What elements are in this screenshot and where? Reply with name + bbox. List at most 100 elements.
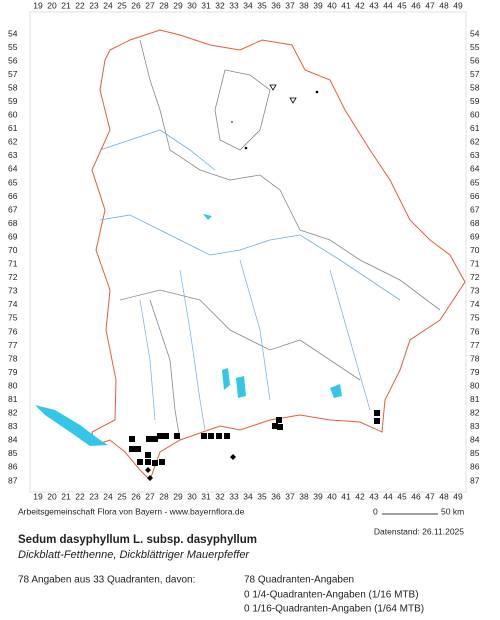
x-grid-label: 21 xyxy=(61,491,71,501)
x-grid-label: 46 xyxy=(411,491,421,501)
y-grid-label: 75 xyxy=(470,313,480,323)
x-grid-label: 33 xyxy=(229,0,239,10)
y-grid-label: 54 xyxy=(470,28,480,38)
y-grid-label: 68 xyxy=(470,218,480,228)
y-grid-label: 72 xyxy=(470,272,480,282)
y-grid-label: 82 xyxy=(8,408,18,418)
x-grid-label: 29 xyxy=(173,491,183,501)
y-grid-label: 56 xyxy=(470,55,480,65)
species-name: Sedum dasyphyllum L. subsp. dasyphyllum xyxy=(18,534,257,546)
x-grid-label: 28 xyxy=(159,491,169,501)
y-grid-label: 63 xyxy=(470,150,480,160)
y-grid-label: 79 xyxy=(8,367,18,377)
x-grid-label: 23 xyxy=(89,491,99,501)
x-grid-label: 44 xyxy=(383,0,393,10)
y-grid-label: 55 xyxy=(8,42,18,52)
records xyxy=(129,84,380,481)
x-grid-label: 47 xyxy=(425,0,435,10)
x-grid-label: 38 xyxy=(299,0,309,10)
y-grid-label: 79 xyxy=(470,367,480,377)
x-grid-label: 37 xyxy=(285,491,295,501)
x-grid-label: 21 xyxy=(61,0,71,10)
x-grid-label: 30 xyxy=(187,0,197,10)
y-grid-label: 60 xyxy=(470,110,480,120)
y-grid-label: 68 xyxy=(8,218,18,228)
y-grid-label: 85 xyxy=(470,448,480,458)
x-grid-label: 39 xyxy=(313,0,323,10)
y-grid-label: 55 xyxy=(470,42,480,52)
stats-line: 78 Quadranten-Angaben xyxy=(244,575,354,586)
x-grid-label: 26 xyxy=(131,491,141,501)
x-grid-label: 32 xyxy=(215,491,225,501)
y-grid-label: 86 xyxy=(8,462,18,472)
y-grid-label: 84 xyxy=(470,435,480,445)
credit: Arbeitsgemeinschaft Flora von Bayern - w… xyxy=(18,506,245,516)
common-names: Dickblatt-Fetthenne, Dickblättriger Maue… xyxy=(18,549,250,561)
scale-start: 0 xyxy=(373,506,378,516)
scale-end: 50 km xyxy=(441,506,464,516)
y-grid-label: 66 xyxy=(8,191,18,201)
y-grid-label: 59 xyxy=(8,96,18,106)
x-grid-label: 46 xyxy=(411,0,421,10)
x-grid-label: 19 xyxy=(33,0,43,10)
x-grid-label: 19 xyxy=(33,491,43,501)
y-grid-label: 56 xyxy=(8,55,18,65)
y-grid-label: 64 xyxy=(470,164,480,174)
y-grid-label: 62 xyxy=(470,137,480,147)
y-grid-label: 75 xyxy=(8,313,18,323)
y-grid-label: 64 xyxy=(8,164,18,174)
y-grid-label: 65 xyxy=(8,177,18,187)
y-grid-label: 73 xyxy=(8,286,18,296)
x-grid-label: 23 xyxy=(89,0,99,10)
y-grid-label: 58 xyxy=(470,82,480,92)
map-frame xyxy=(29,11,467,493)
x-grid-label: 28 xyxy=(159,0,169,10)
x-grid-label: 48 xyxy=(439,0,449,10)
y-grid-label: 81 xyxy=(8,394,18,404)
x-grid-label: 35 xyxy=(257,0,267,10)
y-grid-label: 78 xyxy=(8,353,18,363)
x-grid-label: 20 xyxy=(47,0,57,10)
y-grid-label: 61 xyxy=(470,123,480,133)
y-grid-label: 54 xyxy=(8,28,18,38)
x-grid-label: 42 xyxy=(355,491,365,501)
x-grid-label: 49 xyxy=(453,0,463,10)
y-grid-label: 60 xyxy=(8,110,18,120)
x-grid-label: 49 xyxy=(453,491,463,501)
y-grid-label: 58 xyxy=(8,82,18,92)
y-grid-label: 78 xyxy=(470,353,480,363)
y-grid-label: 57 xyxy=(8,69,18,79)
y-grid-label: 77 xyxy=(470,340,480,350)
y-grid-label: 57 xyxy=(470,69,480,79)
x-grid-label: 43 xyxy=(369,491,379,501)
y-grid-label: 72 xyxy=(8,272,18,282)
y-grid-label: 82 xyxy=(470,408,480,418)
y-grid-label: 76 xyxy=(8,326,18,336)
x-grid-label: 22 xyxy=(75,491,85,501)
x-grid-label: 39 xyxy=(313,491,323,501)
y-grid-label: 76 xyxy=(470,326,480,336)
x-grid-label: 43 xyxy=(369,0,379,10)
y-grid-label: 73 xyxy=(470,286,480,296)
x-grid-label: 42 xyxy=(355,0,365,10)
y-grid-label: 62 xyxy=(8,137,18,147)
y-grid-label: 84 xyxy=(8,435,18,445)
grid-labels: 19 19 20 20 21 21 22 22 23 23 24 24 25 25 26 26 27 27 28 28… xyxy=(8,0,480,501)
x-grid-label: 31 xyxy=(201,0,211,10)
y-grid-label: 71 xyxy=(8,259,18,269)
x-grid-label: 35 xyxy=(257,491,267,501)
x-grid-label: 24 xyxy=(103,0,113,10)
x-grid-label: 41 xyxy=(341,491,351,501)
y-grid-label: 87 xyxy=(8,475,18,485)
y-grid-label: 86 xyxy=(470,462,480,472)
y-grid-label: 69 xyxy=(8,231,18,241)
y-grid-label: 69 xyxy=(470,231,480,241)
y-grid-label: 70 xyxy=(8,245,18,255)
x-grid-label: 48 xyxy=(439,491,449,501)
y-grid-label: 67 xyxy=(470,204,480,214)
x-grid-label: 41 xyxy=(341,0,351,10)
x-grid-label: 33 xyxy=(229,491,239,501)
x-grid-label: 20 xyxy=(47,491,57,501)
y-grid-label: 85 xyxy=(8,448,18,458)
y-grid-label: 61 xyxy=(8,123,18,133)
